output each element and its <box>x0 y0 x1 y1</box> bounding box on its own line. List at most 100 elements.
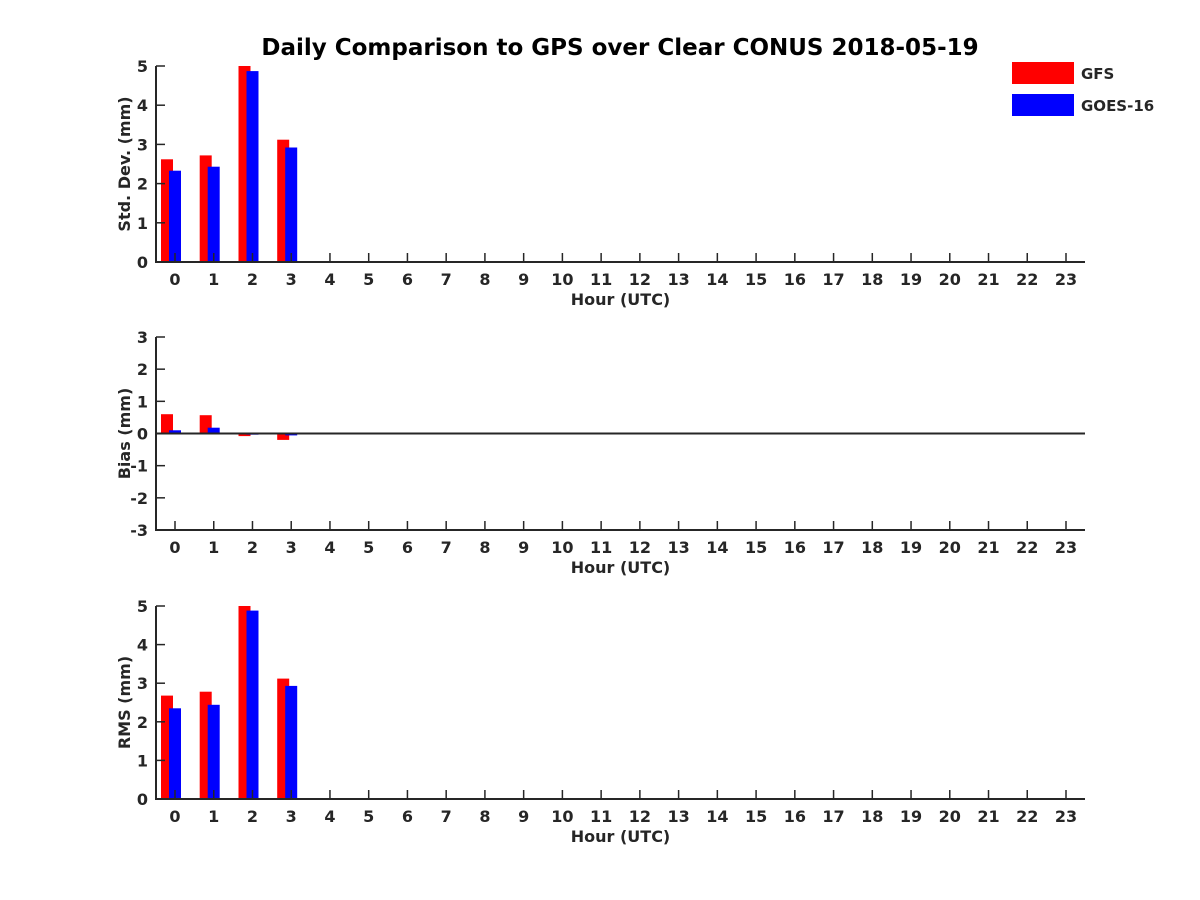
bars <box>161 414 298 440</box>
x-tick-label: 6 <box>402 270 413 289</box>
x-tick-label: 0 <box>169 538 180 557</box>
x-tick-label: 15 <box>745 270 767 289</box>
bar-goes-16-hour-2 <box>246 71 259 262</box>
x-tick-label: 10 <box>551 807 573 826</box>
y-tick-label: 1 <box>137 392 148 411</box>
x-tick-label: 13 <box>667 270 689 289</box>
x-tick-label: 14 <box>706 807 728 826</box>
y-tick-label: -3 <box>130 521 148 540</box>
y-tick-label: 0 <box>137 253 148 272</box>
x-tick-label: 11 <box>590 807 612 826</box>
bar-goes-16-hour-2 <box>246 610 259 799</box>
y-tick-label: -1 <box>130 457 148 476</box>
y-tick-label: 2 <box>137 175 148 194</box>
y-tick-label: 5 <box>137 57 148 76</box>
x-tick-label: 7 <box>441 538 452 557</box>
x-tick-label: 11 <box>590 538 612 557</box>
y-tick-label: -2 <box>130 489 148 508</box>
x-tick-label: 23 <box>1055 807 1077 826</box>
x-tick-label: 2 <box>247 807 258 826</box>
x-tick-label: 23 <box>1055 538 1077 557</box>
chart-title: Daily Comparison to GPS over Clear CONUS… <box>261 35 978 61</box>
x-tick-label: 4 <box>324 538 335 557</box>
y-axis-label: Bias (mm) <box>115 388 134 480</box>
y-tick-label: 3 <box>137 328 148 347</box>
x-tick-label: 5 <box>363 538 374 557</box>
x-tick-label: 21 <box>977 270 999 289</box>
x-tick-label: 17 <box>822 807 844 826</box>
x-tick-label: 1 <box>208 538 219 557</box>
x-tick-label: 9 <box>518 270 529 289</box>
x-tick-label: 9 <box>518 807 529 826</box>
x-tick-label: 10 <box>551 270 573 289</box>
y-tick-label: 1 <box>137 214 148 233</box>
x-tick-label: 17 <box>822 270 844 289</box>
bars <box>161 606 298 799</box>
x-tick-label: 20 <box>939 270 961 289</box>
legend-swatch-gfs <box>1012 62 1074 84</box>
x-tick-label: 2 <box>247 270 258 289</box>
bar-goes-16-hour-0 <box>169 170 181 262</box>
x-tick-label: 9 <box>518 538 529 557</box>
x-tick-label: 20 <box>939 807 961 826</box>
x-tick-label: 19 <box>900 807 922 826</box>
x-tick-label: 5 <box>363 270 374 289</box>
x-tick-label: 22 <box>1016 538 1038 557</box>
bar-gfs-hour-2 <box>238 433 251 437</box>
x-tick-label: 2 <box>247 538 258 557</box>
x-tick-label: 21 <box>977 807 999 826</box>
bar-goes-16-hour-1 <box>207 166 220 262</box>
x-tick-label: 12 <box>629 807 651 826</box>
x-tick-label: 16 <box>784 270 806 289</box>
bar-gfs-hour-3 <box>277 433 290 440</box>
bar-goes-16-hour-0 <box>169 430 181 434</box>
x-tick-label: 22 <box>1016 270 1038 289</box>
x-tick-label: 12 <box>629 538 651 557</box>
x-tick-label: 8 <box>479 538 490 557</box>
x-tick-label: 6 <box>402 807 413 826</box>
y-tick-label: 5 <box>137 597 148 616</box>
y-tick-label: 3 <box>137 674 148 693</box>
x-tick-label: 4 <box>324 807 335 826</box>
x-tick-label: 15 <box>745 807 767 826</box>
x-tick-label: 7 <box>441 807 452 826</box>
x-tick-label: 12 <box>629 270 651 289</box>
x-axis-label: Hour (UTC) <box>571 558 671 577</box>
y-tick-label: 3 <box>137 135 148 154</box>
x-tick-label: 0 <box>169 807 180 826</box>
x-tick-label: 22 <box>1016 807 1038 826</box>
x-tick-label: 23 <box>1055 270 1077 289</box>
x-tick-label: 14 <box>706 538 728 557</box>
x-tick-label: 8 <box>479 270 490 289</box>
x-tick-label: 18 <box>861 270 883 289</box>
x-tick-label: 3 <box>286 538 297 557</box>
x-tick-label: 18 <box>861 538 883 557</box>
y-axis-label: Std. Dev. (mm) <box>115 96 134 231</box>
legend-label-goes-16: GOES-16 <box>1081 97 1154 115</box>
x-tick-label: 20 <box>939 538 961 557</box>
bar-goes-16-hour-1 <box>207 704 220 799</box>
x-tick-label: 0 <box>169 270 180 289</box>
x-tick-label: 6 <box>402 538 413 557</box>
x-tick-label: 8 <box>479 807 490 826</box>
x-axis-label: Hour (UTC) <box>571 827 671 846</box>
x-tick-label: 13 <box>667 538 689 557</box>
x-tick-label: 15 <box>745 538 767 557</box>
x-tick-label: 11 <box>590 270 612 289</box>
x-tick-label: 19 <box>900 270 922 289</box>
x-tick-label: 13 <box>667 807 689 826</box>
bar-goes-16-hour-3 <box>285 147 298 262</box>
bars <box>161 66 298 262</box>
x-tick-label: 3 <box>286 807 297 826</box>
y-tick-label: 4 <box>137 96 148 115</box>
x-axis-label: Hour (UTC) <box>571 290 671 309</box>
bar-goes-16-hour-0 <box>169 708 181 799</box>
legend-swatch-goes-16 <box>1012 94 1074 116</box>
x-tick-label: 4 <box>324 270 335 289</box>
x-tick-label: 16 <box>784 807 806 826</box>
